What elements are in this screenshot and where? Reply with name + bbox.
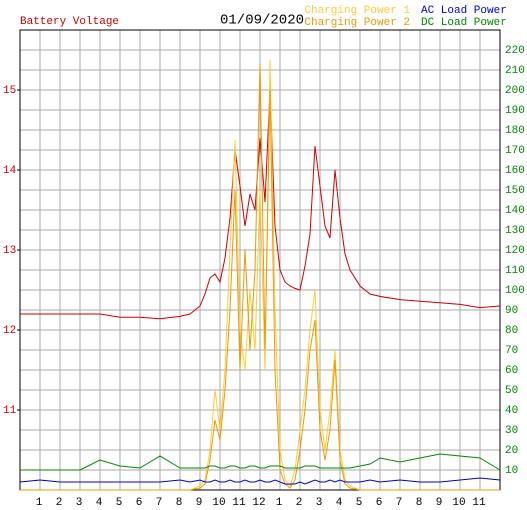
chart-title: 01/09/2020 (220, 13, 304, 29)
y2-tick-label: 10 (505, 465, 518, 477)
y2-tick-label: 60 (505, 365, 518, 377)
x-tick-label: 12 (252, 497, 265, 509)
x-tick-label: 8 (176, 497, 183, 509)
x-tick-label: 9 (436, 497, 443, 509)
x-tick-label: 6 (376, 497, 383, 509)
legend-entry: Charging Power 1 (304, 5, 410, 17)
y2-tick-label: 140 (505, 205, 525, 217)
y2-tick-label: 20 (505, 445, 518, 457)
x-tick-label: 10 (452, 497, 465, 509)
y-tick-label: 13 (3, 245, 16, 257)
series-line (20, 89, 501, 320)
y-tick-label: 15 (3, 85, 16, 97)
x-tick-label: 7 (396, 497, 403, 509)
y2-tick-label: 170 (505, 145, 525, 157)
x-tick-label: 5 (116, 497, 123, 509)
y2-tick-label: 90 (505, 305, 518, 317)
y2-tick-label: 50 (505, 385, 518, 397)
x-tick-label: 4 (336, 497, 343, 509)
legend-entry: DC Load Power (421, 17, 507, 29)
y2-tick-label: 150 (505, 185, 525, 197)
y2-tick-label: 130 (505, 225, 525, 237)
y2-tick-label: 160 (505, 165, 525, 177)
y2-tick-label: 190 (505, 105, 525, 117)
x-tick-label: 7 (156, 497, 163, 509)
y2-tick-label: 180 (505, 125, 525, 137)
x-tick-label: 8 (416, 497, 423, 509)
x-tick-label: 1 (276, 497, 283, 509)
y2-tick-label: 40 (505, 405, 518, 417)
x-tick-label: 3 (76, 497, 83, 509)
plot-frame (19, 29, 501, 491)
y2-tick-label: 100 (505, 285, 525, 297)
y-tick-label: 11 (3, 405, 17, 417)
y2-tick-label: 80 (505, 325, 518, 337)
y2-tick-label: 200 (505, 85, 525, 97)
x-tick-label: 2 (296, 497, 303, 509)
x-tick-label: 11 (472, 497, 486, 509)
y2-tick-label: 30 (505, 425, 518, 437)
x-tick-label: 1 (36, 497, 43, 509)
y2-tick-label: 220 (505, 45, 525, 57)
x-tick-label: 2 (56, 497, 63, 509)
x-tick-label: 6 (136, 497, 143, 509)
legend-entry: AC Load Power (421, 5, 507, 17)
y2-tick-label: 210 (505, 65, 525, 77)
x-tick-label: 9 (196, 497, 203, 509)
series-line (20, 63, 500, 491)
y2-tick-label: 110 (505, 265, 525, 277)
legend-entry: Battery Voltage (20, 16, 119, 28)
y-tick-label: 12 (3, 325, 16, 337)
series-line (20, 453, 501, 471)
x-tick-label: 4 (96, 497, 103, 509)
x-tick-label: 10 (212, 497, 225, 509)
series-line (19, 477, 501, 485)
y-tick-label: 14 (3, 165, 17, 177)
y2-tick-label: 120 (505, 245, 525, 257)
legend-entry: Charging Power 2 (304, 17, 410, 29)
x-tick-label: 3 (316, 497, 323, 509)
x-tick-label: 11 (232, 497, 246, 509)
x-tick-label: 5 (356, 497, 363, 509)
y2-tick-label: 70 (505, 345, 518, 357)
